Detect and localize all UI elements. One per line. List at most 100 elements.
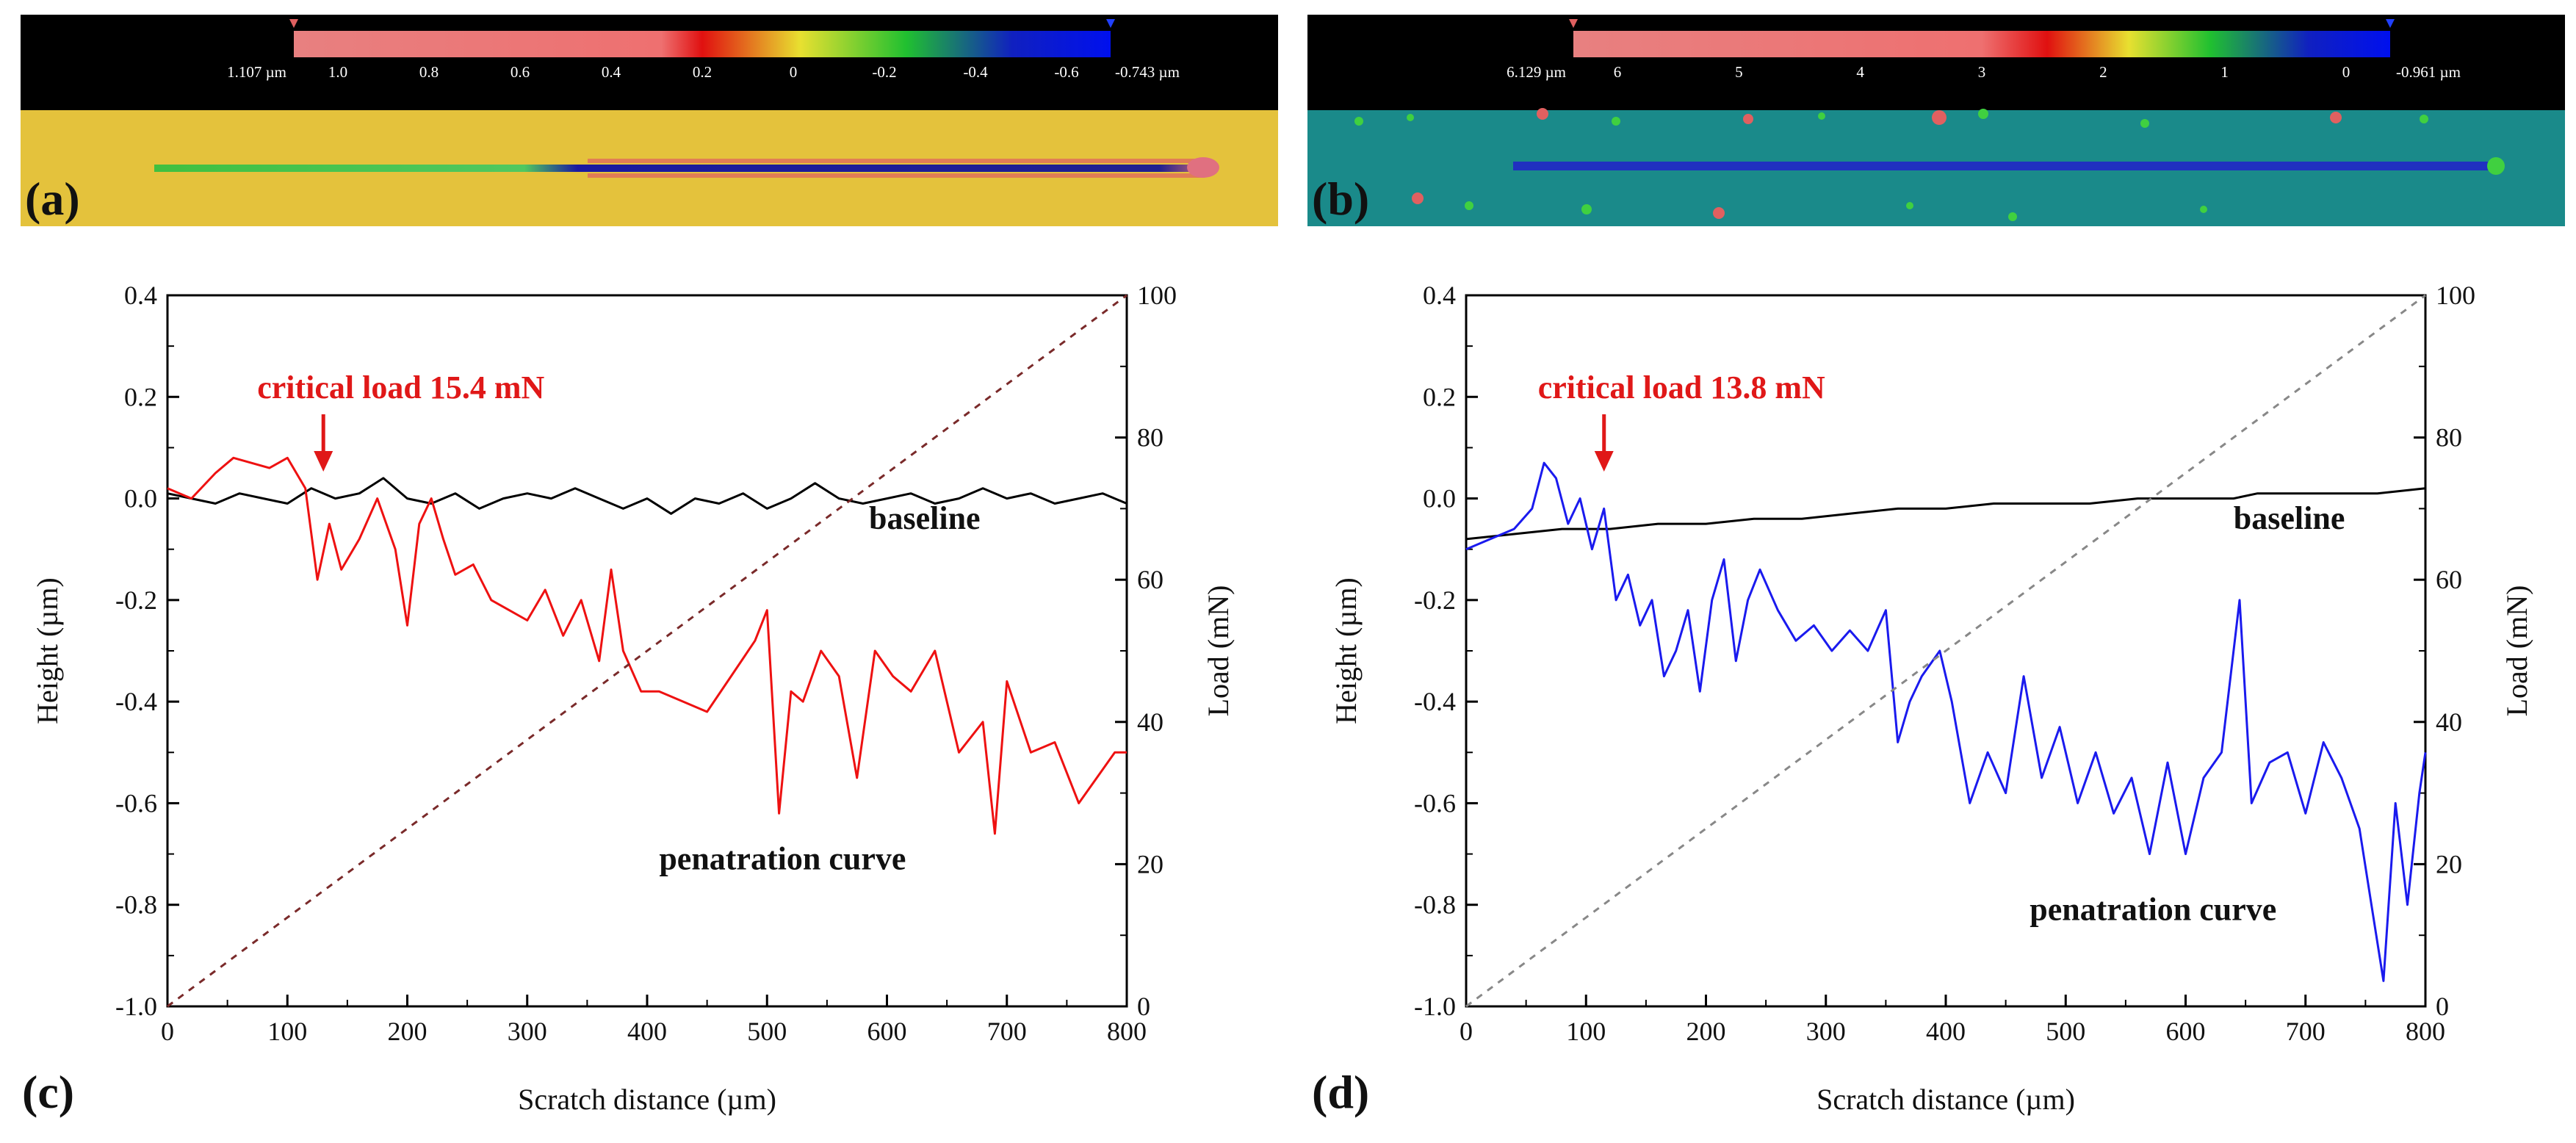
x-tick-label: 500 [747,1017,787,1046]
scalebar-tick-label: 0 [2342,63,2350,81]
chart-d-x-ticks: 0 100 200 300 400 500 600 700 800 [1460,995,2445,1046]
y-tick-label: 0.2 [124,382,157,411]
chart-d-ylabel: Height (µm) [1330,577,1363,724]
scalebar-tick-label: -0.6 [1054,63,1078,81]
y2-tick-label: 60 [1137,565,1163,594]
chart-d-series [1465,294,2427,1008]
chart-c-x-ticks: 0 100 200 300 400 500 600 700 800 [161,995,1147,1046]
scalebar-b-background [1307,15,2565,110]
x-tick-label: 400 [1926,1017,1966,1046]
x-tick-label: 600 [2166,1017,2206,1046]
panel-b-surface-map: 6.129 µm -0.961 µm 6 5 4 3 2 1 0 (b) [1307,15,2565,226]
scalebar-tick-label: 5 [1735,63,1743,81]
surface-a-scratch-edge-bottom [588,173,1205,178]
y-tick-label: -0.8 [115,890,157,920]
x-tick-label: 600 [867,1017,907,1046]
x-tick-label: 0 [161,1017,174,1046]
scalebar-tick-label: -0.2 [872,63,896,81]
chart-c: 0 100 200 300 400 500 600 700 800 0.40.20.0-0.2-… [22,281,1235,1118]
chart-c-ylabel: Height (µm) [31,577,64,724]
critical-load-label: critical load 15.4 mN [257,369,544,405]
scalebar-tick-label: 0.6 [510,63,530,81]
surface-a-scratch-end [1187,157,1219,178]
scalebar-a-min-label: -0.743 µm [1115,63,1180,81]
panel-a-surface-map: 1.107 µm -0.743 µm 1.0 0.8 0.6 0.4 0.2 0 -0.2 -… [21,15,1278,226]
scalebar-tick-label: -0.4 [963,63,988,81]
y2-tick-label: 0 [1137,992,1150,1021]
scalebar-tick-label: 4 [1856,63,1864,81]
panel-letter-b: (b) [1312,173,1369,225]
y2-tick-label: 100 [1137,281,1177,310]
load-line [167,294,1128,1008]
scalebar-b-min-label: -0.961 µm [2396,63,2461,81]
scalebar-tick-label: 1 [2220,63,2229,81]
y-tick-label: -0.2 [1414,585,1456,615]
baseline-label: baseline [869,500,981,536]
y2-tick-label: 0 [2436,992,2449,1021]
y2-tick-label: 80 [1137,423,1163,452]
y-tick-label: -0.4 [115,687,157,716]
surface-b-scratch-end [2487,157,2505,175]
scalebar-a-max-marker-icon [289,19,298,28]
baseline-label: baseline [2234,500,2345,536]
scalebar-a-ticks: 1.0 0.8 0.6 0.4 0.2 0 -0.2 -0.4 -0.6 [328,63,1079,81]
panel-letter-a: (a) [25,173,80,225]
chart-d-y2-ticks: 100 80 60 40 20 0 [2414,281,2475,1021]
surface-a-scratch-edge-top [588,159,1205,163]
chart-c-annotations: critical load 15.4 mN baseline penatration… [257,369,980,876]
chart-d: 0 100 200 300 400 500 600 700 800 0.40.20.0-0.2-… [1312,281,2533,1118]
panel-letter-c: (c) [22,1066,74,1118]
chart-d-y2label: Load (mN) [2500,585,2533,717]
y2-tick-label: 100 [2436,281,2475,310]
penetration-curve-label: penatration curve [2030,891,2276,927]
y-tick-label: 0.0 [1423,484,1456,513]
scalebar-a-min-marker-icon [1106,19,1115,28]
scalebar-tick-label: 0 [790,63,798,81]
y2-tick-label: 40 [2436,707,2462,737]
scalebar-b-gradient [1573,31,2390,57]
x-tick-label: 800 [1107,1017,1147,1046]
x-tick-label: 300 [1806,1017,1846,1046]
scalebar-tick-label: 0.4 [602,63,621,81]
x-tick-label: 800 [2406,1017,2445,1046]
penetration-line [1465,461,2427,982]
x-tick-label: 100 [1566,1017,1606,1046]
x-tick-label: 200 [1686,1017,1726,1046]
chart-d-annotations: critical load 13.8 mN baseline penatration… [1538,369,2345,927]
scalebar-b-max-marker-icon [1569,19,1578,28]
chart-c-y-ticks: 0.4 0.2 0.0 -0.2 -0.4 -0.6 -0.8 -1.0 [115,281,179,1021]
x-tick-label: 500 [2046,1017,2085,1046]
critical-load-arrow-icon [314,451,333,472]
y-tick-label: 0.4 [124,281,157,310]
scalebar-tick-label: 6 [1614,63,1622,81]
x-tick-label: 700 [987,1017,1027,1046]
y-tick-label: -1.0 [115,992,157,1021]
chart-d-xlabel: Scratch distance (µm) [1816,1083,2075,1116]
y2-tick-label: 60 [2436,565,2462,594]
penetration-line [167,456,1127,835]
y-tick-label: -1.0 [1414,992,1456,1021]
critical-load-arrow-icon [1594,451,1614,472]
y-tick-label: -0.4 [1414,687,1456,716]
chart-d-y-ticks: 0.4 0.2 0.0 -0.2 -0.4 -0.6 -0.8 -1.0 [1414,281,1478,1021]
scalebar-b-ticks: 6 5 4 3 2 1 0 [1614,63,2350,81]
x-tick-label: 300 [508,1017,547,1046]
x-tick-label: 400 [627,1017,667,1046]
critical-load-label: critical load 13.8 mN [1538,369,1825,405]
x-tick-label: 700 [2286,1017,2326,1046]
penetration-curve-label: penatration curve [659,840,906,876]
y2-tick-label: 40 [1137,707,1163,737]
scalebar-tick-label: 1.0 [328,63,347,81]
scalebar-tick-label: 2 [2099,63,2107,81]
y2-tick-label: 80 [2436,423,2462,452]
chart-c-series [167,294,1128,1008]
x-tick-label: 0 [1460,1017,1473,1046]
y-tick-label: 0.0 [124,484,157,513]
surface-a-scratch-track [154,165,1212,172]
x-tick-label: 100 [267,1017,307,1046]
chart-c-y2-ticks: 100 80 60 40 20 0 [1115,281,1177,1021]
scalebar-a-gradient [294,31,1111,57]
chart-c-y2label: Load (mN) [1202,585,1235,717]
scalebar-b-max-label: 6.129 µm [1507,63,1566,81]
